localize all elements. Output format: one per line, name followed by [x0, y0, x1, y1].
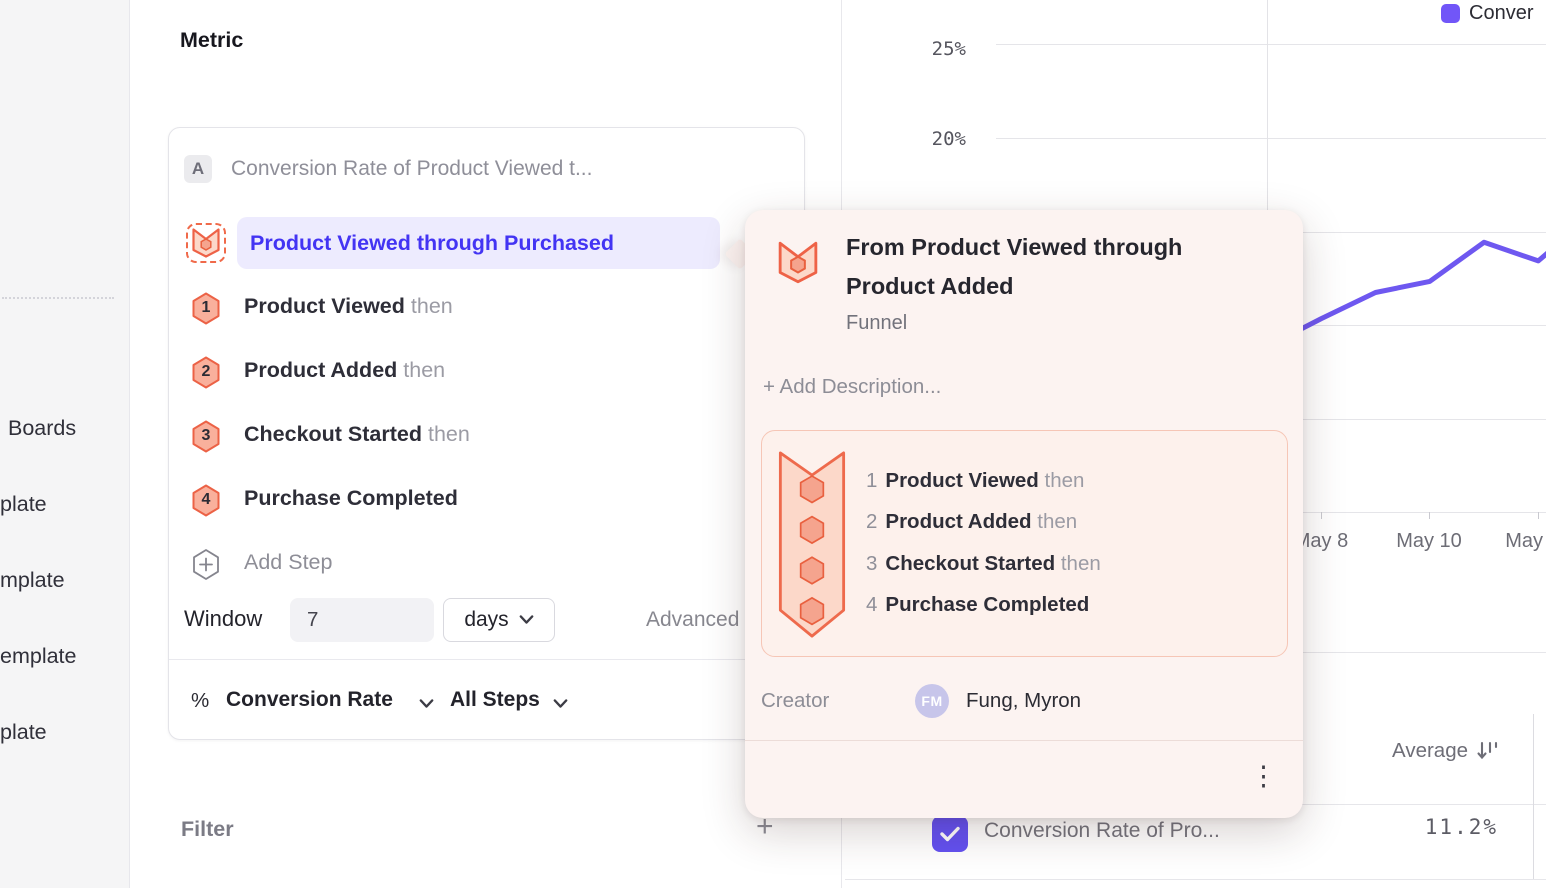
add-step-label: Add Step: [244, 550, 333, 574]
event-details-popover: From Product Viewed through Product Adde…: [745, 210, 1303, 818]
step-3-number: 3: [201, 426, 211, 444]
popover-step-1: 1 Product Viewed then: [866, 469, 1085, 492]
table-column-divider: [1533, 714, 1534, 879]
popover-type: Funnel: [846, 312, 908, 334]
gridline-25: [996, 44, 1546, 45]
funnel-step-4[interactable]: 4 Purchase Completed: [169, 484, 804, 518]
sidebar-divider: [2, 297, 114, 299]
sidebar: Boards plate mplate emplate plate: [0, 0, 130, 888]
metric-title[interactable]: Conversion Rate of Product Viewed t...: [231, 157, 593, 180]
sidebar-item-boards[interactable]: Boards: [8, 416, 77, 440]
popover-step-2: 2 Product Added then: [866, 510, 1078, 533]
step-1-hexagon: 1: [191, 292, 221, 325]
funnel-step-2[interactable]: 2 Product Added then: [169, 356, 804, 390]
window-value-input[interactable]: 7: [290, 598, 434, 642]
window-unit-value: days: [464, 608, 509, 631]
popover-step-4: 4 Purchase Completed: [866, 593, 1090, 616]
y-tick-20: 20%: [931, 128, 966, 150]
table-row-border: [845, 879, 1546, 880]
x-axis-tick: [1321, 512, 1322, 519]
row-checkbox[interactable]: [932, 816, 968, 852]
x-tick-may10: May 10: [1396, 530, 1462, 552]
funnel-icon: [192, 228, 220, 258]
x-axis-tick: [1429, 512, 1430, 519]
x-axis-tick: [1538, 512, 1539, 519]
creator-label: Creator: [761, 689, 830, 712]
chevron-down-icon[interactable]: [419, 699, 434, 709]
add-description-link[interactable]: + Add Description...: [763, 375, 942, 398]
chevron-down-icon[interactable]: [553, 699, 568, 709]
sidebar-item-template-3[interactable]: emplate: [0, 644, 77, 668]
metric-heading: Metric: [180, 28, 244, 52]
creator-avatar: FM: [915, 684, 949, 718]
table-row-label[interactable]: Conversion Rate of Pro...: [984, 819, 1220, 842]
step-1-number: 1: [201, 298, 211, 316]
filter-heading: Filter: [181, 817, 234, 841]
step-4-name: Purchase Completed: [244, 486, 458, 510]
sidebar-item-template-2[interactable]: mplate: [0, 568, 65, 592]
measure-type-dropdown[interactable]: Conversion Rate: [226, 688, 393, 711]
chevron-down-icon: [519, 615, 534, 624]
step-4-hexagon: 4: [191, 484, 221, 517]
add-filter-button[interactable]: +: [756, 810, 774, 843]
popover-step-3: 3 Checkout Started then: [866, 552, 1101, 575]
funnel-steps-card: 1 Product Viewed then 2 Product Added then…: [761, 430, 1288, 657]
step-1-name: Product Viewed: [244, 294, 405, 318]
popover-title: From Product Viewed through Product Adde…: [846, 234, 1183, 299]
step-3-name: Checkout Started: [244, 422, 423, 446]
step-1-then: then: [410, 294, 453, 318]
step-2-then: then: [403, 358, 446, 382]
more-options-icon[interactable]: ⋮: [1250, 761, 1277, 791]
metric-letter-badge: A: [184, 155, 212, 183]
x-tick-may12: May 12: [1505, 530, 1546, 552]
step-4-number: 4: [201, 490, 211, 508]
sidebar-item-template-1[interactable]: plate: [0, 492, 47, 516]
window-unit-select[interactable]: days: [443, 598, 555, 642]
y-tick-25: 25%: [931, 38, 966, 60]
measure-row: % Conversion Rate All Steps: [169, 683, 804, 723]
step-2-number: 2: [201, 362, 211, 380]
average-column-header[interactable]: Average: [1340, 737, 1500, 765]
sidebar-item-template-4[interactable]: plate: [0, 720, 47, 744]
legend-swatch: [1441, 3, 1460, 23]
funnel-step-3[interactable]: 3 Checkout Started then: [169, 420, 804, 454]
selected-event[interactable]: Product Viewed through Purchased: [237, 217, 720, 269]
funnel-banner-icon: [778, 451, 846, 638]
trend-line: [1264, 239, 1546, 349]
table-row-value: 11.2%: [1424, 815, 1498, 839]
chart-legend[interactable]: Conver: [1441, 1, 1533, 25]
check-icon: [940, 826, 960, 842]
add-step-button[interactable]: Add Step: [169, 548, 804, 582]
add-step-icon: [191, 548, 221, 581]
gridline-20: [996, 138, 1546, 139]
creator-name: Fung, Myron: [966, 689, 1082, 712]
advanced-link[interactable]: Advanced: [646, 608, 740, 631]
step-2-name: Product Added: [244, 358, 398, 382]
selected-event-label: Product Viewed through Purchased: [250, 230, 614, 255]
x-tick-may8: May 8: [1293, 530, 1349, 552]
funnel-event-icon[interactable]: [186, 223, 226, 263]
funnel-icon-large: [778, 241, 818, 289]
measure-scope-dropdown[interactable]: All Steps: [450, 688, 540, 711]
metric-card: A Conversion Rate of Product Viewed t...…: [168, 127, 805, 740]
card-divider: [169, 659, 804, 660]
step-3-hexagon: 3: [191, 420, 221, 453]
popover-footer-divider: [745, 740, 1303, 741]
sort-descending-icon: [1477, 741, 1498, 760]
step-3-then: then: [428, 422, 470, 446]
average-header-label: Average: [1392, 739, 1468, 762]
step-2-hexagon: 2: [191, 356, 221, 389]
window-label: Window: [184, 606, 263, 631]
legend-label: Conver: [1469, 1, 1534, 24]
funnel-step-1[interactable]: 1 Product Viewed then: [169, 292, 804, 326]
percent-symbol: %: [191, 689, 210, 712]
